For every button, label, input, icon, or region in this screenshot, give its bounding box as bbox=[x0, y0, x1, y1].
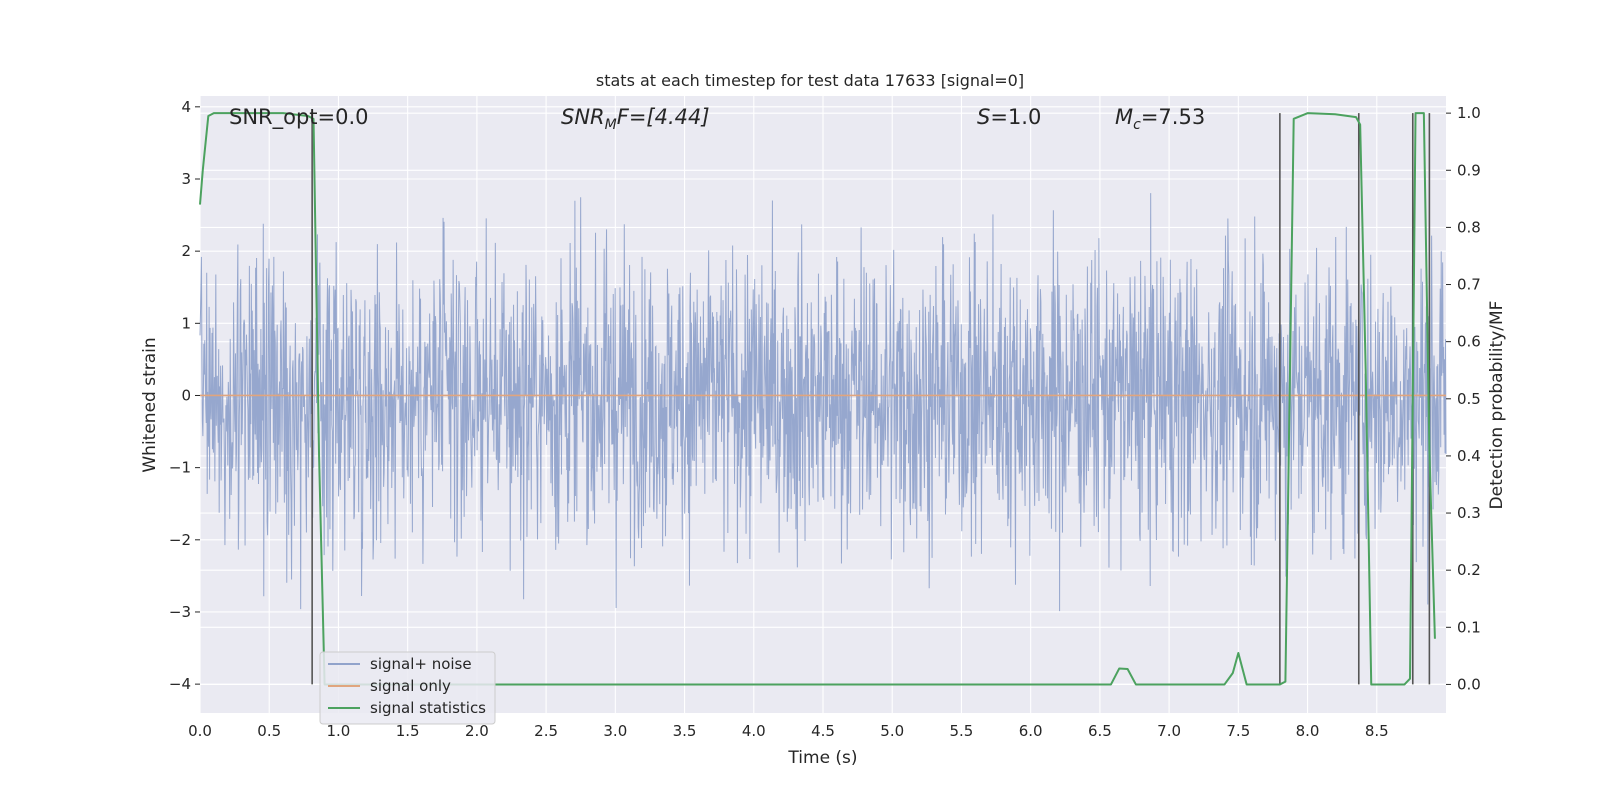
series-signal-statistics bbox=[199, 112, 1436, 686]
x-tick-label-5: 2.5 bbox=[534, 722, 558, 740]
x-tick-label-16: 8.0 bbox=[1296, 722, 1320, 740]
y-right-tick-labels: 0.0 0.1 0.2 0.3 0.4 0.5 0.6 0.7 0.8 0.9 1.0 bbox=[1446, 104, 1481, 693]
signal-plus-noise-line bbox=[199, 193, 1447, 612]
y-right-tick-label-4: 0.4 bbox=[1457, 447, 1481, 465]
series-signal-plus-noise bbox=[199, 193, 1447, 612]
x-tick-label-9: 4.5 bbox=[811, 722, 835, 740]
y-left-tick-label-6: 2 bbox=[181, 242, 191, 260]
annotation-s-rest: =1.0 bbox=[990, 105, 1041, 129]
x-tick-label-4: 2.0 bbox=[465, 722, 489, 740]
legend-label-signal-only: signal only bbox=[370, 677, 451, 695]
y-left-tick-label-1: −3 bbox=[169, 603, 191, 621]
annotation-mc: Mc=7.53 bbox=[1115, 105, 1205, 133]
x-tick-label-7: 3.5 bbox=[673, 722, 697, 740]
x-tick-label-6: 3.0 bbox=[603, 722, 627, 740]
x-tick-label-12: 6.0 bbox=[1019, 722, 1043, 740]
x-tick-label-10: 5.0 bbox=[880, 722, 904, 740]
y-left-tick-labels: −4 −3 −2 −1 0 1 2 3 4 bbox=[169, 98, 200, 693]
annotation-snr-opt: SNR_opt=0.0 bbox=[229, 105, 369, 130]
y-right-tick-label-10: 1.0 bbox=[1457, 104, 1481, 122]
x-tick-label-8: 4.0 bbox=[742, 722, 766, 740]
legend: signal+ noise signal only signal statist… bbox=[319, 651, 496, 725]
legend-label-signal-plus-noise: signal+ noise bbox=[370, 655, 472, 673]
y-right-tick-label-2: 0.2 bbox=[1457, 561, 1481, 579]
x-tick-label-2: 1.0 bbox=[327, 722, 351, 740]
y-right-axis-label: Detection probability/MF bbox=[1487, 301, 1507, 510]
y-right-tick-label-3: 0.3 bbox=[1457, 504, 1481, 522]
y-left-tick-label-2: −2 bbox=[169, 531, 191, 549]
y-right-tick-label-1: 0.1 bbox=[1457, 618, 1481, 636]
annotation-snr-mf-sub: M bbox=[605, 117, 617, 133]
annotation-snr-mf: SNRMF=[4.44] bbox=[561, 105, 710, 133]
annotation-snr-mf-main: SNR bbox=[561, 105, 605, 129]
y-left-tick-label-3: −1 bbox=[169, 459, 191, 477]
x-tick-label-0: 0.0 bbox=[188, 722, 212, 740]
y-right-tick-label-0: 0.0 bbox=[1457, 675, 1481, 693]
x-tick-label-13: 6.5 bbox=[1088, 722, 1112, 740]
legend-box bbox=[319, 651, 496, 725]
y-left-tick-label-5: 1 bbox=[181, 314, 191, 332]
signal-statistics-line bbox=[199, 112, 1436, 686]
y-left-tick-label-4: 0 bbox=[181, 386, 191, 404]
y-right-tick-label-8: 0.8 bbox=[1457, 218, 1481, 236]
x-tick-label-14: 7.0 bbox=[1157, 722, 1181, 740]
x-tick-label-17: 8.5 bbox=[1365, 722, 1389, 740]
x-tick-label-11: 5.5 bbox=[950, 722, 974, 740]
annotation-snr-mf-rest: F=[4.44] bbox=[617, 105, 710, 129]
annotation-s: S=1.0 bbox=[977, 105, 1041, 129]
y-right-tick-label-7: 0.7 bbox=[1457, 276, 1481, 294]
x-tick-label-15: 7.5 bbox=[1226, 722, 1250, 740]
x-axis-label: Time (s) bbox=[787, 748, 857, 768]
y-right-tick-label-6: 0.6 bbox=[1457, 333, 1481, 351]
y-left-tick-label-8: 4 bbox=[181, 98, 191, 116]
annotation-mc-main: M bbox=[1115, 105, 1133, 129]
annotation-mc-rest: =7.53 bbox=[1141, 105, 1205, 129]
y-left-tick-label-0: −4 bbox=[169, 675, 191, 693]
annotation-mc-sub: c bbox=[1133, 117, 1141, 133]
chart-title: stats at each timestep for test data 176… bbox=[596, 71, 1024, 90]
legend-label-signal-statistics: signal statistics bbox=[370, 699, 486, 717]
y-left-axis-label: Whitened strain bbox=[140, 337, 160, 472]
y-right-tick-label-9: 0.9 bbox=[1457, 161, 1481, 179]
x-tick-label-1: 0.5 bbox=[257, 722, 281, 740]
x-tick-labels: 0.0 0.5 1.0 1.5 2.0 2.5 3.0 3.5 4.0 4.5 5.0 5.5 6.0 6… bbox=[188, 722, 1389, 740]
y-right-tick-label-5: 0.5 bbox=[1457, 390, 1481, 408]
y-left-tick-label-7: 3 bbox=[181, 170, 191, 188]
annotation-s-main: S bbox=[977, 105, 990, 129]
x-tick-label-3: 1.5 bbox=[396, 722, 420, 740]
